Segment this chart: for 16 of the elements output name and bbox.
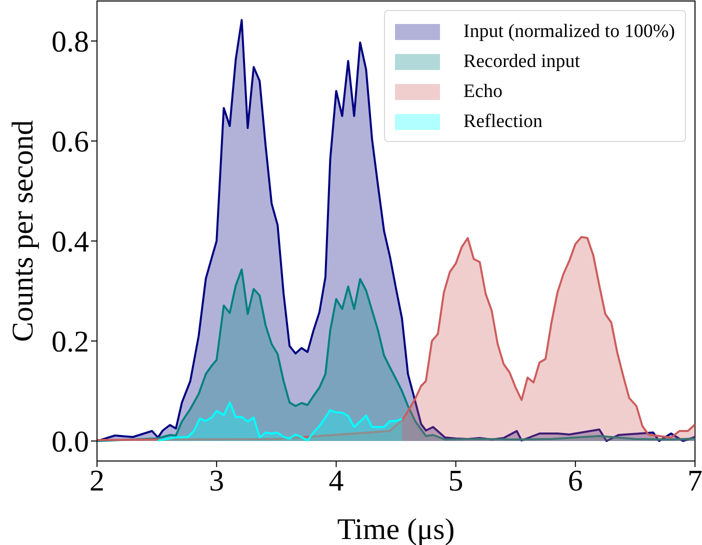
y-tick-label: 0.2 [52,326,89,359]
y-tick-label: 0.0 [52,426,89,459]
y-tick-label: 0.8 [52,26,89,59]
y-tick-label: 0.4 [52,226,89,259]
legend-label: Echo [463,81,502,103]
x-tick-label: 5 [448,464,464,498]
x-tick-label: 2 [90,464,104,498]
x-tick-label: 3 [209,464,224,498]
x-tick-label: 6 [568,464,583,498]
legend-label: Recorded input [463,51,580,73]
x-tick-label: 4 [328,464,344,498]
y-tick-label: 0.6 [52,126,89,159]
legend-label: Input (normalized to 100%) [463,21,675,43]
y-axis-title: Counts per second [6,120,40,342]
legend-label: Reflection [463,111,543,133]
x-tick-label: 7 [688,464,702,498]
